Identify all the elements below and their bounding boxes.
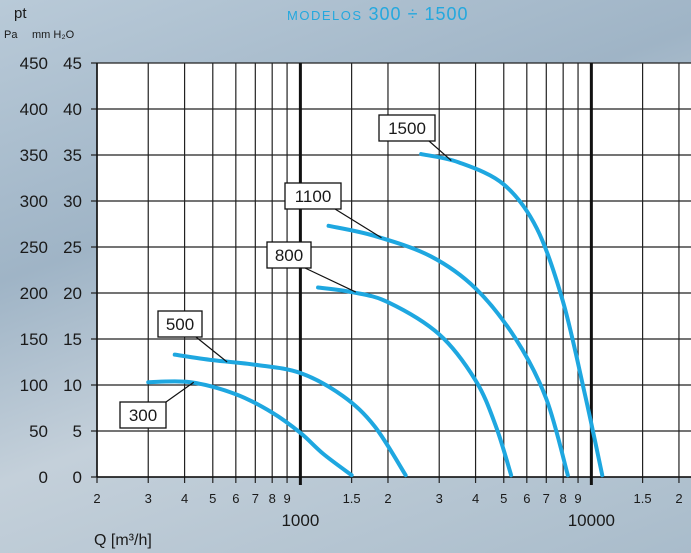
series-label-box-800 bbox=[266, 241, 312, 269]
x-tick-label: 3 bbox=[436, 491, 443, 506]
title-range: 300 ÷ 1500 bbox=[368, 4, 469, 24]
y-tick-label-pa: 400 bbox=[20, 100, 48, 119]
y-tick-label-mm: 5 bbox=[73, 422, 82, 441]
series-label-box-1100 bbox=[284, 182, 342, 210]
y-tick-label-mm: 30 bbox=[63, 192, 82, 211]
title-prefix: MODELOS bbox=[287, 8, 363, 23]
series-line-800 bbox=[316, 285, 514, 478]
x-tick-label: 6 bbox=[232, 491, 239, 506]
y-tick-label-pa: 150 bbox=[20, 330, 48, 349]
x-tick-label: 1.5 bbox=[343, 491, 361, 506]
series-line-300 bbox=[146, 379, 354, 478]
y-tick-label-pa: 50 bbox=[29, 422, 48, 441]
series-line-500 bbox=[172, 352, 408, 478]
y-tick-label-mm: 35 bbox=[63, 146, 82, 165]
x-major-tick-label: 10000 bbox=[568, 511, 615, 530]
series-leader-500 bbox=[195, 336, 228, 363]
x-tick-label: 6 bbox=[523, 491, 530, 506]
series-label-box-300 bbox=[119, 401, 167, 429]
y-tick-label-mm: 25 bbox=[63, 238, 82, 257]
y-tick-label-pa: 300 bbox=[20, 192, 48, 211]
x-tick-label: 5 bbox=[500, 491, 507, 506]
x-axis-label: Q [m³/h] bbox=[94, 532, 152, 549]
page-title: MODELOS 300 ÷ 1500 bbox=[287, 4, 469, 25]
y-tick-label-pa: 450 bbox=[20, 54, 48, 73]
y-units-mm: mm H₂O bbox=[32, 29, 75, 41]
x-tick-label: 8 bbox=[269, 491, 276, 506]
series-leader-300 bbox=[165, 381, 195, 403]
series-line-1100 bbox=[326, 223, 570, 478]
curves bbox=[146, 152, 605, 478]
y-tick-label-mm: 20 bbox=[63, 284, 82, 303]
y-tick-label-mm: 10 bbox=[63, 376, 82, 395]
x-tick-label: 5 bbox=[209, 491, 216, 506]
y-tick-label-pa: 100 bbox=[20, 376, 48, 395]
y-tick-label-mm: 40 bbox=[63, 100, 82, 119]
x-tick-label: 2 bbox=[93, 491, 100, 506]
x-tick-label: 4 bbox=[472, 491, 479, 506]
y-tick-label-pa: 250 bbox=[20, 238, 48, 257]
x-tick-label: 9 bbox=[283, 491, 290, 506]
series-label-box-500 bbox=[157, 310, 203, 338]
series-label-300: 300 bbox=[129, 406, 157, 425]
series-label-500: 500 bbox=[166, 315, 194, 334]
series-leader-800 bbox=[304, 267, 357, 293]
y-units-pa: Pa bbox=[4, 29, 18, 41]
x-tick-label: 4 bbox=[181, 491, 188, 506]
y-tick-label-pa: 0 bbox=[39, 468, 48, 487]
x-tick-label: 2 bbox=[675, 491, 682, 506]
x-tick-label: 8 bbox=[560, 491, 567, 506]
series-label-box-1500 bbox=[378, 114, 436, 142]
series-label-1500: 1500 bbox=[388, 119, 426, 138]
x-tick-label: 2 bbox=[384, 491, 391, 506]
x-tick-label: 9 bbox=[574, 491, 581, 506]
y-tick-label-mm: 15 bbox=[63, 330, 82, 349]
x-tick-label: 7 bbox=[252, 491, 259, 506]
series-label-800: 800 bbox=[275, 246, 303, 265]
series-line-1500 bbox=[419, 152, 605, 478]
y-tick-label-mm: 0 bbox=[73, 468, 82, 487]
x-tick-label: 1.5 bbox=[634, 491, 652, 506]
y-tick-label-pa: 200 bbox=[20, 284, 48, 303]
x-tick-label: 3 bbox=[145, 491, 152, 506]
series-leader-1500 bbox=[428, 140, 452, 161]
x-major-tick-label: 1000 bbox=[281, 511, 319, 530]
y-tick-label-mm: 45 bbox=[63, 54, 82, 73]
series-label-1100: 1100 bbox=[295, 187, 332, 206]
y-label-pt: pt bbox=[14, 5, 27, 22]
series-leader-1100 bbox=[334, 208, 382, 239]
x-tick-label: 7 bbox=[543, 491, 550, 506]
y-tick-label-pa: 350 bbox=[20, 146, 48, 165]
